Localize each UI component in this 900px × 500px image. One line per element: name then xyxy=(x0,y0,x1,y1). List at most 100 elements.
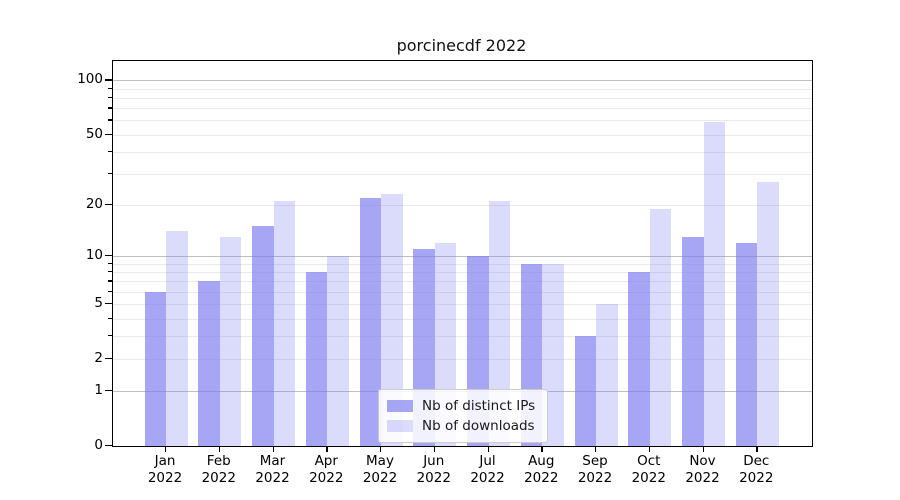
x-tick-label: Dec 2022 xyxy=(711,453,801,487)
x-tick-month: May xyxy=(366,453,394,469)
gridline-major xyxy=(113,80,812,82)
y-tick-label: 100 xyxy=(77,71,103,88)
y-tick-label: 2 xyxy=(94,349,103,366)
y-tick-mark xyxy=(105,445,112,447)
gridline-minor xyxy=(113,108,812,110)
y-minor-tick-mark xyxy=(108,303,112,305)
x-tick-year: 2022 xyxy=(739,470,774,486)
legend-label-distinct-ips: Nb of distinct IPs xyxy=(422,398,536,414)
x-tick-mark xyxy=(648,446,651,452)
bar-downloads-jan xyxy=(166,231,188,446)
x-tick-month: Jul xyxy=(479,453,496,469)
bar-downloads-may xyxy=(381,194,403,446)
x-tick-label: Aug 2022 xyxy=(496,453,586,487)
legend-swatch-downloads xyxy=(387,420,413,432)
x-tick-month: Nov xyxy=(689,453,716,469)
y-tick-label: 1 xyxy=(94,382,103,399)
gridline-minor xyxy=(113,263,812,265)
y-minor-tick-mark xyxy=(108,96,112,99)
bar-distinct-ips-mar xyxy=(252,226,274,446)
x-tick-year: 2022 xyxy=(147,470,183,486)
y-tick-label: 5 xyxy=(94,295,103,312)
x-tick-month: Jan xyxy=(154,453,176,469)
y-minor-tick-mark xyxy=(108,317,112,319)
bar-distinct-ips-jan xyxy=(144,291,166,446)
legend-swatch-distinct-ips xyxy=(387,400,413,412)
gridline-minor xyxy=(113,88,812,90)
y-minor-tick-mark xyxy=(108,280,112,282)
x-tick-month: Jun xyxy=(423,453,445,469)
y-minor-tick-mark xyxy=(108,172,112,175)
gridline-minor xyxy=(113,204,812,206)
x-tick-label: Apr 2022 xyxy=(281,453,371,487)
legend-item-downloads: Nb of downloads xyxy=(387,416,539,436)
y-minor-tick-mark xyxy=(108,270,112,273)
legend: Nb of distinct IPs Nb of downloads xyxy=(378,389,548,443)
bar-distinct-ips-oct xyxy=(628,271,650,446)
y-minor-tick-mark xyxy=(108,107,112,109)
bar-downloads-dec xyxy=(757,182,779,446)
bar-distinct-ips-apr xyxy=(305,271,328,446)
x-tick-year: 2022 xyxy=(255,470,290,486)
x-tick-label: Sep 2022 xyxy=(550,453,640,487)
y-tick-mark xyxy=(105,390,112,392)
bar-downloads-feb xyxy=(219,236,242,446)
x-tick-year: 2022 xyxy=(309,470,344,486)
x-tick-mark xyxy=(433,446,436,452)
x-tick-mark xyxy=(218,446,221,452)
bar-distinct-ips-nov xyxy=(682,236,704,446)
gridline-minor xyxy=(113,173,812,175)
x-tick-year: 2022 xyxy=(524,470,559,486)
bar-distinct-ips-feb xyxy=(198,281,220,446)
gridline-minor xyxy=(113,358,812,360)
y-minor-tick-mark xyxy=(108,335,112,337)
gridline-minor xyxy=(113,271,812,273)
bar-downloads-nov xyxy=(703,121,725,446)
y-tick-label: 20 xyxy=(85,195,103,212)
bar-distinct-ips-sep xyxy=(574,336,596,446)
y-tick-mark xyxy=(105,79,112,81)
y-minor-tick-mark xyxy=(108,203,112,206)
y-minor-tick-mark xyxy=(108,119,112,121)
x-tick-month: Feb xyxy=(206,453,231,469)
x-tick-year: 2022 xyxy=(685,470,720,486)
gridline-minor xyxy=(113,336,812,338)
gridline-minor xyxy=(113,304,812,306)
x-tick-label: Oct 2022 xyxy=(604,453,694,487)
y-tick-label: 10 xyxy=(85,247,103,264)
y-minor-tick-mark xyxy=(108,290,112,293)
x-tick-month: Dec xyxy=(743,453,770,469)
x-tick-month: Sep xyxy=(582,453,608,469)
y-tick-mark xyxy=(105,255,112,257)
x-tick-label: Jan 2022 xyxy=(120,453,210,487)
y-minor-tick-mark xyxy=(108,87,112,89)
y-minor-tick-mark xyxy=(108,262,112,264)
y-tick-label: 50 xyxy=(85,125,103,142)
x-tick-month: Aug xyxy=(528,453,555,469)
y-minor-tick-mark xyxy=(108,133,112,135)
x-tick-year: 2022 xyxy=(362,470,398,486)
x-tick-year: 2022 xyxy=(416,470,451,486)
x-tick-mark xyxy=(380,446,382,452)
x-tick-mark xyxy=(595,446,597,452)
x-tick-month: Apr xyxy=(314,453,338,469)
x-tick-label: Jun 2022 xyxy=(389,453,479,487)
x-tick-year: 2022 xyxy=(470,470,505,486)
x-tick-mark xyxy=(165,446,167,452)
bar-downloads-jul xyxy=(488,201,510,446)
bar-downloads-apr xyxy=(327,256,349,446)
x-tick-label: Feb 2022 xyxy=(174,453,264,487)
x-tick-mark xyxy=(702,446,704,452)
x-tick-month: Mar xyxy=(259,453,286,469)
x-tick-label: Nov 2022 xyxy=(658,453,748,487)
legend-label-downloads: Nb of downloads xyxy=(422,418,535,434)
bar-downloads-sep xyxy=(596,304,618,446)
x-tick-mark xyxy=(272,446,274,452)
y-minor-tick-mark xyxy=(108,150,112,153)
gridline-minor xyxy=(113,120,812,122)
x-tick-mark xyxy=(326,446,328,452)
x-tick-mark xyxy=(756,446,758,452)
x-tick-month: Oct xyxy=(637,453,661,469)
x-tick-mark xyxy=(541,446,543,452)
